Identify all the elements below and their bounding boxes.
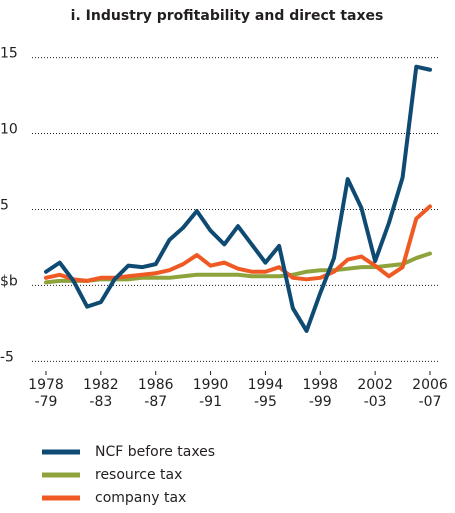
y-tick-label: 10	[0, 122, 18, 138]
x-tick-label: 1986 -87	[138, 377, 174, 410]
y-tick-label: 5	[0, 197, 9, 213]
series-line	[44, 64, 432, 333]
x-tick-label: 1982 -83	[83, 377, 119, 410]
x-tick-label: 1994 -95	[248, 377, 284, 410]
x-tick-label-line: 1998	[302, 377, 338, 393]
x-tick-label-line: -95	[254, 394, 277, 410]
legend-label: resource tax	[95, 467, 182, 483]
x-tick-label-line: -03	[364, 394, 387, 410]
legend-label: company tax	[95, 490, 186, 506]
x-tick-label: 2006 -07	[412, 377, 448, 410]
x-tick-label-line: 1982	[83, 377, 119, 393]
x-tick-label-line: 2006	[412, 377, 448, 393]
x-tick-label: 1990 -91	[193, 377, 229, 410]
x-tick-label: 1998 -99	[302, 377, 338, 410]
y-tick-label: 15	[0, 46, 18, 62]
x-tick-label-line: -83	[89, 394, 112, 410]
x-tick-label: 1978 -79	[28, 377, 64, 410]
y-tick-label: -5	[0, 349, 14, 365]
y-tick-label: $b	[0, 273, 18, 289]
x-tick-label: 2002 -03	[357, 377, 393, 410]
x-tick-label-line: -79	[35, 394, 58, 410]
x-tick-label-line: 1978	[28, 377, 64, 393]
series-line	[44, 204, 432, 283]
x-tick-label-line: -07	[419, 394, 442, 410]
x-tick-label-line: 1986	[138, 377, 174, 393]
chart-title: i. Industry profitability and direct tax…	[71, 8, 384, 24]
legend-label: NCF before taxes	[95, 444, 215, 460]
x-tick-label-line: 1994	[248, 377, 284, 393]
x-tick-label-line: -99	[309, 394, 332, 410]
x-tick-label-line: -87	[144, 394, 167, 410]
x-tick-label-line: -91	[199, 394, 222, 410]
x-tick-label-line: 2002	[357, 377, 393, 393]
x-tick-label-line: 1990	[193, 377, 229, 393]
